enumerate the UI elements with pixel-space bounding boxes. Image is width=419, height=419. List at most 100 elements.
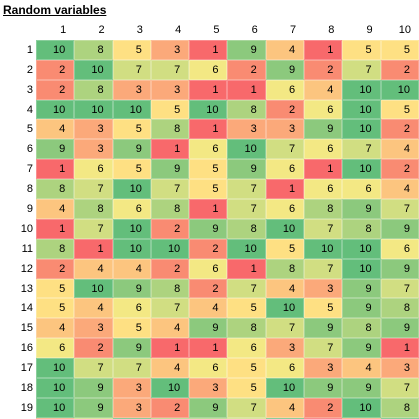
data-cell[interactable]: 10 (265, 417, 305, 419)
data-cell[interactable]: 8 (227, 318, 266, 339)
data-cell[interactable]: 8 (342, 218, 381, 239)
data-cell[interactable]: 9 (265, 59, 305, 80)
data-cell[interactable]: 7 (380, 199, 419, 219)
data-cell[interactable]: 9 (189, 397, 228, 418)
data-cell[interactable]: 6 (36, 338, 75, 359)
data-cell[interactable]: 3 (112, 79, 151, 100)
data-cell[interactable]: 10 (342, 258, 381, 279)
data-cell[interactable]: 4 (74, 298, 113, 319)
data-cell[interactable]: 9 (74, 397, 113, 418)
data-cell[interactable]: 10 (342, 79, 381, 100)
data-cell[interactable]: 2 (36, 59, 75, 80)
data-cell[interactable]: 6 (189, 139, 228, 160)
data-cell[interactable]: 5 (227, 378, 266, 398)
data-cell[interactable]: 9 (227, 39, 266, 60)
data-cell[interactable]: 8 (189, 417, 228, 419)
data-cell[interactable]: 4 (304, 79, 343, 100)
data-cell[interactable]: 7 (112, 358, 151, 379)
data-cell[interactable]: 2 (36, 258, 75, 279)
data-cell[interactable]: 7 (150, 179, 190, 200)
data-cell[interactable]: 3 (74, 318, 113, 339)
data-cell[interactable]: 8 (227, 218, 266, 239)
data-cell[interactable]: 4 (380, 179, 419, 200)
data-cell[interactable]: 6 (265, 79, 305, 100)
data-cell[interactable]: 10 (74, 99, 113, 120)
data-cell[interactable]: 6 (189, 358, 228, 379)
data-cell[interactable]: 7 (227, 417, 266, 419)
data-cell[interactable]: 10 (36, 39, 75, 60)
data-cell[interactable]: 5 (36, 278, 75, 299)
data-cell[interactable]: 10 (150, 378, 190, 398)
data-cell[interactable]: 9 (380, 318, 419, 339)
data-cell[interactable]: 4 (74, 258, 113, 279)
data-cell[interactable]: 6 (112, 199, 151, 219)
data-cell[interactable]: 3 (150, 79, 190, 100)
data-cell[interactable]: 7 (227, 199, 266, 219)
data-cell[interactable]: 2 (189, 278, 228, 299)
data-cell[interactable]: 1 (189, 338, 228, 359)
data-cell[interactable]: 4 (150, 358, 190, 379)
data-cell[interactable]: 4 (36, 199, 75, 219)
data-cell[interactable]: 4 (112, 258, 151, 279)
data-cell[interactable]: 2 (380, 59, 419, 80)
data-cell[interactable]: 2 (36, 79, 75, 100)
data-cell[interactable]: 9 (380, 218, 419, 239)
data-cell[interactable]: 2 (227, 59, 266, 80)
data-cell[interactable]: 10 (265, 218, 305, 239)
data-cell[interactable]: 10 (342, 238, 381, 259)
data-cell[interactable]: 1 (304, 39, 343, 60)
data-cell[interactable]: 5 (380, 39, 419, 60)
data-cell[interactable]: 3 (112, 397, 151, 418)
data-cell[interactable]: 1 (36, 218, 75, 239)
data-cell[interactable]: 10 (380, 417, 419, 419)
data-cell[interactable]: 2 (380, 159, 419, 180)
data-cell[interactable]: 4 (150, 318, 190, 339)
data-cell[interactable]: 1 (74, 238, 113, 259)
data-cell[interactable]: 3 (74, 139, 113, 160)
data-cell[interactable]: 5 (112, 318, 151, 339)
data-cell[interactable]: 1 (227, 79, 266, 100)
data-cell[interactable]: 6 (265, 199, 305, 219)
data-cell[interactable]: 9 (112, 338, 151, 359)
data-cell[interactable]: 2 (380, 119, 419, 140)
data-cell[interactable]: 8 (36, 238, 75, 259)
data-cell[interactable]: 8 (150, 278, 190, 299)
data-cell[interactable]: 5 (380, 99, 419, 120)
data-cell[interactable]: 1 (189, 39, 228, 60)
data-cell[interactable]: 6 (112, 298, 151, 319)
data-cell[interactable]: 7 (265, 318, 305, 339)
data-cell[interactable]: 8 (150, 199, 190, 219)
data-cell[interactable]: 8 (74, 39, 113, 60)
data-cell[interactable]: 10 (189, 99, 228, 120)
data-cell[interactable]: 10 (74, 278, 113, 299)
data-cell[interactable]: 9 (150, 159, 190, 180)
data-cell[interactable]: 7 (74, 358, 113, 379)
data-cell[interactable]: 8 (150, 417, 190, 419)
data-cell[interactable]: 10 (36, 99, 75, 120)
data-cell[interactable]: 5 (112, 119, 151, 140)
data-cell[interactable]: 6 (304, 179, 343, 200)
data-cell[interactable]: 2 (150, 218, 190, 239)
data-cell[interactable]: 7 (227, 278, 266, 299)
data-cell[interactable]: 5 (189, 159, 228, 180)
data-cell[interactable]: 1 (36, 159, 75, 180)
data-cell[interactable]: 10 (112, 99, 151, 120)
data-cell[interactable]: 4 (36, 119, 75, 140)
data-cell[interactable]: 9 (380, 258, 419, 279)
data-cell[interactable]: 9 (112, 278, 151, 299)
data-cell[interactable]: 10 (342, 397, 381, 418)
data-cell[interactable]: 7 (342, 59, 381, 80)
data-cell[interactable]: 7 (150, 59, 190, 80)
data-cell[interactable]: 10 (112, 218, 151, 239)
data-cell[interactable]: 10 (227, 139, 266, 160)
data-cell[interactable]: 8 (150, 119, 190, 140)
data-cell[interactable]: 5 (112, 39, 151, 60)
data-cell[interactable]: 1 (304, 159, 343, 180)
data-cell[interactable]: 4 (380, 139, 419, 160)
data-cell[interactable]: 2 (150, 258, 190, 279)
data-cell[interactable]: 10 (265, 378, 305, 398)
data-cell[interactable]: 9 (227, 159, 266, 180)
data-cell[interactable]: 2 (74, 338, 113, 359)
data-cell[interactable]: 5 (265, 238, 305, 259)
data-cell[interactable]: 5 (189, 179, 228, 200)
